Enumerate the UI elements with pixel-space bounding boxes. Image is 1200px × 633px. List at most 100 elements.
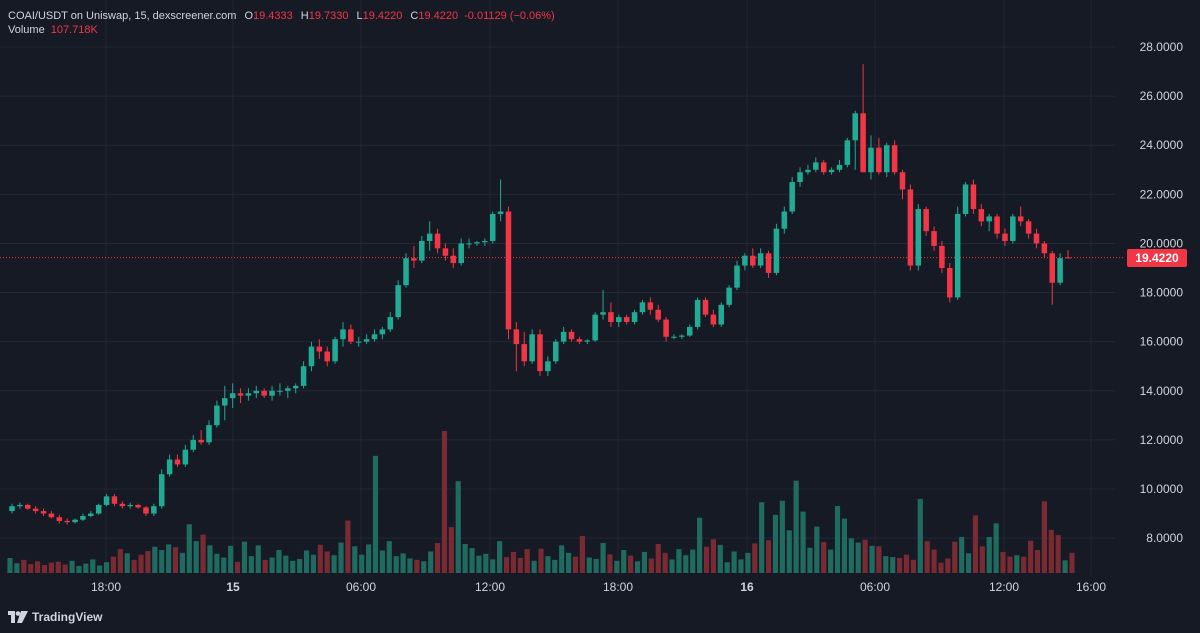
close-value: 19.4220	[418, 10, 459, 22]
volume-bar	[1055, 535, 1061, 573]
candle-body	[505, 211, 512, 330]
candle-body	[860, 113, 866, 173]
volume-bar	[524, 549, 530, 573]
candle-body	[182, 449, 189, 465]
candle-body	[72, 519, 78, 523]
candle-body	[166, 459, 173, 475]
volume-bar	[648, 558, 654, 573]
volume-bar	[786, 530, 792, 573]
volume-bar	[462, 543, 468, 573]
close-label: C	[410, 10, 419, 22]
candle-body	[127, 504, 133, 507]
volume-bar	[1062, 560, 1068, 573]
candle-body	[474, 242, 480, 244]
volume-bar	[372, 455, 379, 573]
volume-bar	[903, 554, 910, 573]
volume-bar	[138, 554, 144, 573]
candle-body	[608, 312, 614, 323]
series-legend: COAI/USDT on Uniswap, 15, dexscreener.co…	[8, 9, 555, 37]
candle-body	[836, 164, 843, 170]
volume-bar	[765, 540, 772, 573]
volume-bar	[345, 520, 351, 573]
candle-body	[986, 216, 992, 222]
candle-body	[1010, 216, 1016, 241]
candle-body	[229, 393, 236, 399]
tradingview-logo[interactable]: TradingView	[8, 610, 102, 624]
volume-bar	[924, 541, 930, 573]
open-value: 19.4333	[253, 10, 293, 22]
candle-body	[663, 319, 669, 337]
volume-bar	[1007, 556, 1013, 573]
candle-body	[718, 304, 725, 325]
volume-bar	[228, 545, 234, 573]
volume-bar	[1021, 556, 1027, 573]
candle-body	[710, 314, 717, 325]
candle-body	[300, 366, 307, 386]
volume-label[interactable]: Volume	[8, 24, 45, 36]
volume-bar	[579, 535, 585, 573]
volume-bar	[752, 543, 758, 573]
candle-body	[237, 393, 244, 396]
volume-bar	[476, 555, 482, 573]
candle-body	[135, 504, 141, 508]
candle-body	[253, 390, 260, 394]
volume-bar	[441, 431, 448, 573]
candle-body	[686, 326, 693, 336]
volume-bar	[862, 539, 868, 573]
volume-bar	[697, 517, 703, 573]
symbol-label[interactable]: COAI/USDT on Uniswap, 15, dexscreener.co…	[8, 10, 237, 22]
x-tick-label: 12:00	[475, 580, 505, 594]
volume-bar	[669, 559, 675, 573]
volume-bar	[814, 526, 820, 573]
candle-body	[111, 496, 118, 504]
volume-bar	[34, 561, 41, 573]
candle-body	[694, 299, 701, 327]
y-tick-label: 20.0000	[1140, 236, 1184, 250]
candle-body	[537, 334, 543, 372]
volume-bar	[303, 550, 310, 573]
volume-bar	[641, 551, 648, 573]
volume-bar	[145, 550, 151, 573]
volume-bar	[738, 559, 744, 573]
candle-body	[947, 268, 953, 298]
candle-body	[426, 233, 433, 241]
volume-bar	[931, 549, 937, 573]
volume-bar	[179, 552, 185, 573]
candle-body	[820, 162, 827, 173]
time-axis[interactable]: 18:00 15 06:00 12:00 18:00 16 06:00 12:00 16:00	[91, 580, 1106, 594]
volume-bar	[855, 542, 861, 573]
candle-body	[245, 393, 252, 396]
candle-body	[1057, 258, 1063, 283]
x-tick-label: 12:00	[989, 580, 1019, 594]
candle-body	[316, 346, 323, 352]
candle-body	[1041, 243, 1048, 254]
volume-bar	[517, 558, 523, 573]
candle-body	[222, 398, 228, 406]
volume-bar	[186, 524, 192, 573]
volume-bar	[724, 562, 730, 573]
volume-bar	[83, 563, 89, 573]
volume-bar	[731, 551, 737, 573]
volume-bar	[1048, 529, 1054, 573]
candle-body	[80, 516, 86, 520]
candle-body	[844, 140, 851, 165]
candle-body	[434, 233, 441, 249]
candle-body	[466, 243, 472, 245]
candle-body	[828, 169, 835, 173]
y-tick-label: 22.0000	[1140, 187, 1184, 201]
price-axis[interactable]: 28.0000 26.0000 24.0000 22.0000 20.0000 18.00…	[1140, 40, 1184, 545]
candle-body	[363, 339, 370, 342]
candle-body	[876, 147, 882, 173]
volume-bar	[400, 553, 406, 573]
volume-bar	[917, 498, 923, 573]
volume-bar	[807, 547, 813, 573]
candle-body	[742, 255, 748, 266]
candle-body	[371, 334, 378, 340]
candle-body	[907, 189, 914, 266]
volume-bar	[559, 545, 565, 573]
candle-body	[679, 335, 685, 337]
candle-body	[702, 299, 709, 315]
candle-body	[750, 255, 756, 266]
